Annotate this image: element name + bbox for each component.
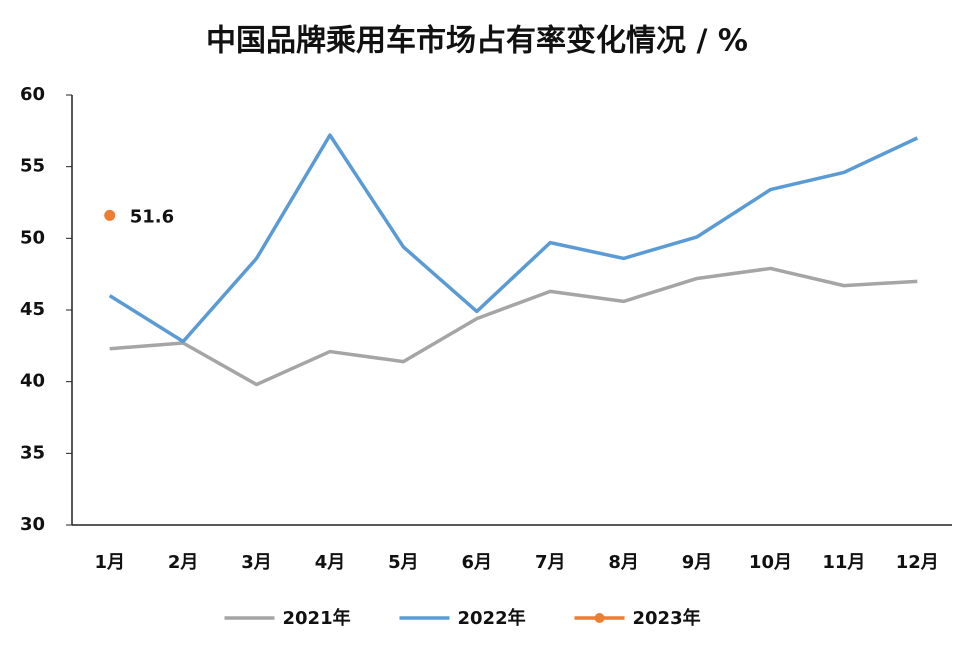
x-tick-label: 2月	[168, 552, 199, 573]
x-tick-label: 3月	[241, 552, 272, 573]
x-tick-label: 1月	[94, 552, 125, 573]
x-tick-label: 8月	[608, 552, 639, 573]
x-tick-label: 11月	[822, 552, 865, 573]
legend-marker	[594, 613, 605, 623]
chart-title: 中国品牌乘用车市场占有率变化情况 / %	[206, 24, 748, 59]
y-tick-label: 55	[20, 156, 45, 177]
legend-label: 2023年	[633, 607, 701, 629]
x-tick-label: 5月	[388, 552, 419, 573]
x-tick-label: 4月	[315, 552, 346, 573]
series-line	[108, 133, 919, 344]
legend-label: 2021年	[283, 607, 351, 629]
series-marker	[104, 209, 116, 221]
x-tick-label: 10月	[749, 552, 792, 573]
data-label: 51.6	[130, 206, 174, 227]
y-tick-label: 35	[20, 442, 45, 463]
y-tick-label: 30	[20, 514, 45, 535]
x-tick-label: 6月	[462, 552, 493, 573]
y-tick-label: 45	[20, 299, 45, 320]
y-tick-label: 50	[20, 227, 45, 248]
y-tick-label: 60	[20, 84, 45, 105]
x-tick-label: 12月	[896, 552, 939, 573]
x-tick-label: 7月	[535, 552, 566, 573]
legend-label: 2022年	[458, 607, 526, 629]
series-line	[109, 266, 918, 387]
y-tick-label: 40	[20, 371, 45, 392]
x-tick-label: 9月	[682, 552, 713, 573]
